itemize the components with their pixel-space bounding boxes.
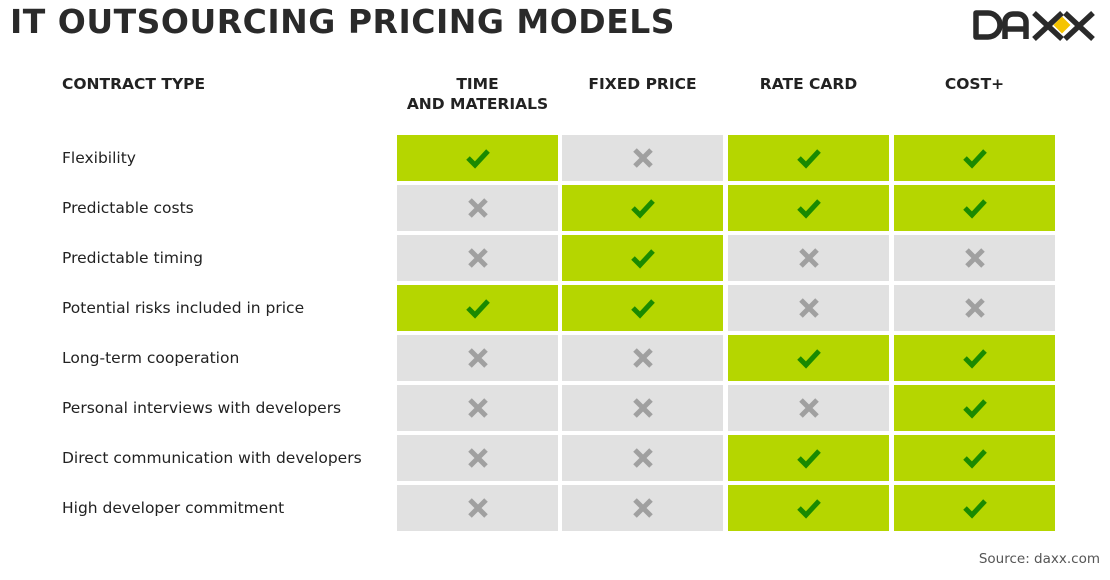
cross-icon: [964, 298, 985, 318]
check-icon: [630, 199, 655, 219]
cross-icon: [632, 148, 653, 168]
cross-icon: [798, 248, 819, 268]
column-header: RATE CARD: [718, 74, 899, 94]
row-label: Long-term cooperation: [62, 349, 240, 367]
check-icon: [796, 199, 821, 219]
cell-no: [894, 235, 1055, 281]
check-icon: [962, 399, 987, 419]
cell-no: [728, 285, 889, 331]
cell-no: [562, 135, 723, 181]
cell-yes: [894, 435, 1055, 481]
cell-yes: [728, 185, 889, 231]
row-label: Personal interviews with developers: [62, 399, 342, 417]
cell-no: [562, 385, 723, 431]
cross-icon: [467, 498, 488, 518]
daxx-logo: [973, 10, 1095, 42]
row-label: Predictable timing: [62, 249, 203, 267]
check-icon: [796, 499, 821, 519]
cell-yes: [397, 135, 558, 181]
check-icon: [962, 499, 987, 519]
cross-icon: [632, 448, 653, 468]
column-header-line: COST+: [944, 75, 1005, 93]
column-header: COST+: [884, 74, 1065, 94]
cell-no: [562, 485, 723, 531]
header-contract-type: CONTRACT TYPE: [62, 75, 206, 93]
cell-yes: [728, 135, 889, 181]
cell-yes: [894, 335, 1055, 381]
row-label: Flexibility: [62, 149, 136, 167]
cell-no: [562, 435, 723, 481]
cross-icon: [632, 348, 653, 368]
cross-icon: [798, 398, 819, 418]
cross-icon: [467, 348, 488, 368]
check-icon: [962, 349, 987, 369]
check-icon: [962, 149, 987, 169]
cell-yes: [894, 185, 1055, 231]
cell-yes: [728, 485, 889, 531]
source-note: Source: daxx.com: [978, 551, 1100, 567]
cell-yes: [562, 185, 723, 231]
cell-no: [397, 335, 558, 381]
cross-icon: [798, 298, 819, 318]
page-title: IT OUTSOURCING PRICING MODELS: [10, 2, 676, 41]
cell-yes: [397, 285, 558, 331]
cell-no: [397, 385, 558, 431]
cross-icon: [467, 398, 488, 418]
check-icon: [630, 299, 655, 319]
check-icon: [796, 449, 821, 469]
cell-no: [397, 485, 558, 531]
check-icon: [465, 149, 490, 169]
cell-no: [397, 235, 558, 281]
cell-yes: [728, 435, 889, 481]
cross-icon: [467, 448, 488, 468]
check-icon: [630, 249, 655, 269]
cross-icon: [467, 248, 488, 268]
cell-yes: [562, 285, 723, 331]
cell-no: [728, 235, 889, 281]
cell-yes: [894, 485, 1055, 531]
row-label: Predictable costs: [62, 199, 194, 217]
cross-icon: [964, 248, 985, 268]
cell-no: [397, 185, 558, 231]
check-icon: [962, 449, 987, 469]
cell-no: [562, 335, 723, 381]
check-icon: [796, 349, 821, 369]
row-label: Potential risks included in price: [62, 299, 305, 317]
check-icon: [465, 299, 490, 319]
column-header-line: FIXED PRICE: [588, 75, 697, 93]
cross-icon: [632, 398, 653, 418]
cell-yes: [894, 135, 1055, 181]
cell-no: [894, 285, 1055, 331]
column-header-line: AND MATERIALS: [406, 95, 549, 113]
cell-no: [397, 435, 558, 481]
column-header: TIME AND MATERIALS: [387, 74, 568, 114]
column-header: FIXED PRICE: [552, 74, 733, 94]
check-icon: [796, 149, 821, 169]
row-label: High developer commitment: [62, 499, 285, 517]
cell-yes: [728, 335, 889, 381]
column-header-line: RATE CARD: [759, 75, 858, 93]
row-label: Direct communication with developers: [62, 449, 362, 467]
cell-yes: [562, 235, 723, 281]
cell-yes: [894, 385, 1055, 431]
column-header-line: TIME: [456, 75, 499, 93]
cell-no: [728, 385, 889, 431]
check-icon: [962, 199, 987, 219]
cross-icon: [632, 498, 653, 518]
cross-icon: [467, 198, 488, 218]
